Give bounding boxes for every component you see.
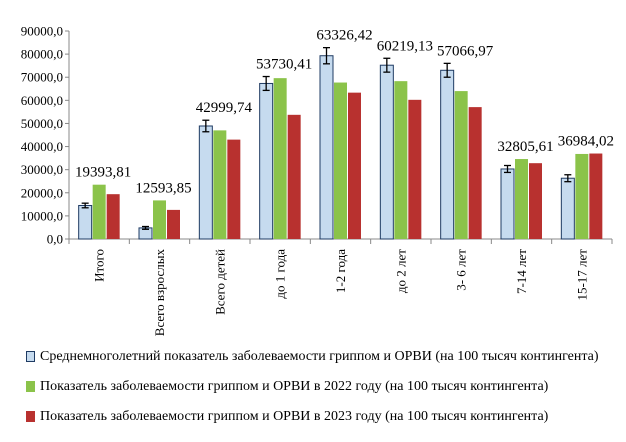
bar-series-2: [334, 82, 347, 239]
x-category-label: 3- 6 лет: [454, 249, 469, 291]
x-category-label: Всего детей: [212, 249, 227, 315]
y-tick-label: 0,0: [47, 232, 63, 247]
x-category-label: Всего взрослых: [152, 249, 167, 337]
x-category-label: до 2 лет: [393, 249, 408, 293]
y-tick-label: 70000,0: [21, 70, 63, 85]
data-label: 42999,74: [196, 100, 253, 116]
data-label: 63326,42: [316, 28, 372, 44]
bar-series-3: [529, 163, 542, 239]
bar-series-1: [259, 82, 274, 240]
bar-series-2: [92, 184, 106, 239]
legend-label-series-3: Показатель заболеваемости гриппом и ОРВИ…: [40, 409, 549, 424]
chart-plot: 0,0 10000,0 20000,0 30000,0 40000,0 50000,0 60…: [21, 24, 614, 337]
x-category-label: Итого: [92, 249, 107, 282]
legend-swatch-series-2: [26, 381, 35, 392]
x-category-label: 7-14 лет: [514, 249, 529, 294]
bar-series-1: [78, 204, 93, 240]
data-label: 19393,81: [75, 165, 131, 181]
legend-label-series-2: Показатель заболеваемости гриппом и ОРВИ…: [40, 379, 549, 394]
bar-series-3: [468, 107, 482, 239]
bar-series-2: [454, 91, 468, 239]
bar-series-3: [408, 99, 422, 239]
chart-legend: Среднемноголетний показатель заболеваемо…: [26, 346, 622, 436]
data-label: 12593,85: [135, 180, 191, 196]
legend-swatch-series-3: [26, 411, 35, 422]
y-tick-label: 20000,0: [21, 185, 63, 200]
y-tick-label: 10000,0: [21, 208, 63, 223]
bar-series-3: [589, 153, 603, 239]
data-label: 53730,41: [256, 57, 312, 73]
data-label: 36984,02: [558, 134, 614, 150]
bar-series-2: [515, 159, 528, 239]
bar-series-1: [440, 69, 455, 240]
bar-series-2: [213, 130, 227, 239]
x-category-label: до 1 года: [273, 249, 288, 299]
y-tick-label: 40000,0: [21, 139, 63, 154]
bar-series-2: [575, 153, 589, 239]
bar-series-2: [273, 78, 287, 239]
data-label: 57066,97: [437, 43, 494, 59]
legend-swatch-series-1: [26, 351, 35, 362]
legend-label-series-1: Среднемноголетний показатель заболеваемо…: [40, 349, 599, 364]
bar-series-2: [394, 81, 408, 239]
y-tick-label: 90000,0: [21, 24, 63, 39]
bar-series-1: [198, 125, 213, 240]
legend-item-series-2: Показатель заболеваемости гриппом и ОРВИ…: [26, 376, 622, 398]
y-tick-label: 80000,0: [21, 47, 63, 62]
y-tick-label: 30000,0: [21, 162, 63, 177]
x-category-label: 15-17 лет: [574, 249, 589, 301]
legend-item-series-3: Показатель заболеваемости гриппом и ОРВИ…: [26, 406, 622, 428]
legend-item-series-1: Среднемноголетний показатель заболеваемо…: [26, 346, 622, 368]
data-label: 60219,13: [377, 38, 433, 54]
bar-series-3: [348, 92, 361, 240]
y-tick-label: 50000,0: [21, 116, 63, 131]
bar-series-3: [167, 209, 180, 239]
bar-series-3: [106, 194, 120, 239]
y-tick-label: 60000,0: [21, 93, 63, 108]
data-label: 32805,61: [497, 139, 553, 155]
bar-series-1: [379, 64, 394, 240]
bar-series-1: [319, 55, 334, 240]
bar-series-2: [153, 200, 166, 239]
bar-series-1: [500, 168, 515, 240]
bar-series-1: [560, 177, 575, 240]
bar-series-3: [227, 139, 241, 239]
x-category-label: 1-2 года: [333, 249, 348, 293]
bar-series-3: [287, 114, 301, 239]
